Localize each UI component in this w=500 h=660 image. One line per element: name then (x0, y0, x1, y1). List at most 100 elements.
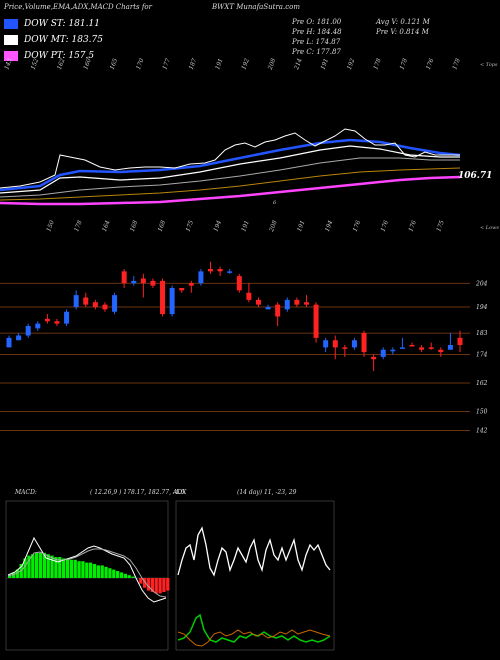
prev-ohlc: Pre O: 181.00 Pre H: 184.48 Pre L: 174.8… (292, 17, 342, 57)
macd-histogram-bar (38, 552, 43, 578)
candle-body (83, 297, 89, 305)
legend-label-pt: DOW PT: 157.5 (24, 51, 95, 61)
candle-body (35, 323, 41, 329)
avg-volume: Avg V: 0.121 M (376, 18, 430, 26)
candle-body (284, 299, 290, 310)
candle-body (332, 340, 338, 348)
legend-dow-pt: DOW PT: 157.5 (4, 48, 103, 64)
prev-high: Pre H: 184.48 (292, 28, 342, 36)
dow-legend: DOW ST: 181.11 DOW MT: 183.75 DOW PT: 15… (4, 16, 103, 64)
price-level-label: 194 (476, 304, 488, 311)
macd-histogram-bar (131, 576, 135, 578)
ema-top-tick: 162 (56, 57, 67, 70)
price-top-ticks: 150 178 164 168 168 175 194 191 208 191 194 176 176 1… (45, 219, 446, 233)
candle-body (179, 288, 185, 291)
ema-top-tick: 170 (135, 57, 146, 70)
ema-top-tick: 152 (30, 57, 41, 70)
macd-histogram-bar (81, 561, 85, 578)
macd-histogram-bar (158, 578, 162, 594)
ema-top-tick: 177 (161, 57, 172, 70)
price-top-tick: 176 (352, 219, 363, 232)
ema-pink-line (0, 175, 461, 206)
price-level-lines: 204 194 183 174 162 150 142 (0, 280, 488, 435)
candle-body (54, 321, 60, 324)
legend-label-st: DOW ST: 181.11 (24, 19, 100, 29)
macd-histogram-bar (8, 575, 12, 578)
macd-histogram-bar (92, 564, 97, 578)
macd-histogram-bar (154, 578, 158, 594)
candle-body (64, 311, 70, 324)
ema-value-label: 106.71 (458, 171, 492, 181)
candle-body (73, 295, 79, 307)
prev-low: Pre L: 174.87 (292, 38, 341, 46)
legend-label-mt: DOW MT: 183.75 (24, 35, 103, 45)
prev-volume: Pre V: 0.814 M (376, 28, 429, 36)
candle-body (380, 349, 386, 357)
candlesticks (6, 261, 463, 372)
candle-body (217, 269, 223, 272)
macd-histogram-bar (35, 552, 39, 578)
candle-body (246, 292, 252, 300)
macd-histogram-bar (150, 578, 154, 592)
ema-top-tick: 192 (346, 57, 357, 70)
candle-body (303, 302, 309, 305)
ema-top-tick: 178 (372, 57, 383, 70)
legend-swatch-mt (4, 35, 18, 45)
candle-body (447, 345, 453, 350)
ema-price-line (0, 128, 460, 189)
candle-body (313, 304, 319, 338)
adx-values: (14 day) 11, -23, 29 (237, 489, 297, 496)
macd-label: MACD: (14, 489, 37, 496)
macd-histogram-bar (166, 578, 170, 591)
legend-swatch-st (4, 19, 18, 29)
macd-signal-line (7, 548, 167, 598)
legend-swatch-pt (4, 51, 18, 61)
macd-line (7, 536, 167, 603)
price-level-label: 142 (476, 428, 488, 435)
price-top-tick: 191 (296, 220, 306, 233)
price-top-tick: 175 (435, 219, 446, 232)
macd-histogram-bar (116, 571, 120, 578)
macd-histogram-bar (112, 569, 116, 578)
candle-body (342, 347, 348, 349)
adx-minus-di-line (177, 629, 331, 647)
candle-body (102, 304, 108, 310)
macd-histogram-bar (23, 558, 27, 578)
adx-plus-di-line (177, 613, 331, 643)
macd-panel: MACD: ( 12.26,9 ) 178.17, 182.77, -4.6 (5, 489, 185, 651)
price-level-label: 174 (476, 352, 488, 359)
price-lows-label: < Lows (480, 225, 499, 231)
prev-close: Pre C: 177.87 (292, 48, 341, 56)
macd-histogram (8, 552, 170, 594)
macd-histogram-bar (62, 558, 66, 578)
candle-body (457, 337, 463, 345)
candle-body (25, 326, 31, 336)
macd-histogram-bar (127, 575, 131, 578)
ema-top-tick: 176 (425, 57, 436, 70)
candle-body (361, 333, 367, 353)
ema-brown-line (0, 167, 461, 201)
price-top-tick: 175 (185, 219, 196, 232)
candle-body (351, 340, 357, 348)
ema-gray-line (0, 157, 460, 198)
price-level-label: 162 (476, 380, 488, 387)
macd-histogram-bar (73, 559, 77, 578)
price-top-tick: 150 (45, 219, 56, 232)
price-top-tick: 208 (268, 219, 279, 233)
macd-histogram-bar (46, 554, 50, 578)
candle-body (169, 288, 175, 315)
macd-histogram-bar (15, 569, 19, 578)
candle-body (255, 299, 261, 305)
ema-tops-label: < Tops (480, 62, 498, 68)
candle-body (188, 283, 194, 286)
candle-body (227, 271, 233, 273)
candle-body (275, 304, 281, 317)
macd-histogram-bar (69, 559, 73, 578)
candle-body (112, 295, 118, 312)
ema-top-tick: 192 (240, 57, 251, 70)
candle-body (6, 337, 12, 348)
price-top-tick: 194 (324, 219, 335, 232)
ema-top-tick: 191 (214, 58, 224, 71)
candle-body (428, 347, 434, 349)
